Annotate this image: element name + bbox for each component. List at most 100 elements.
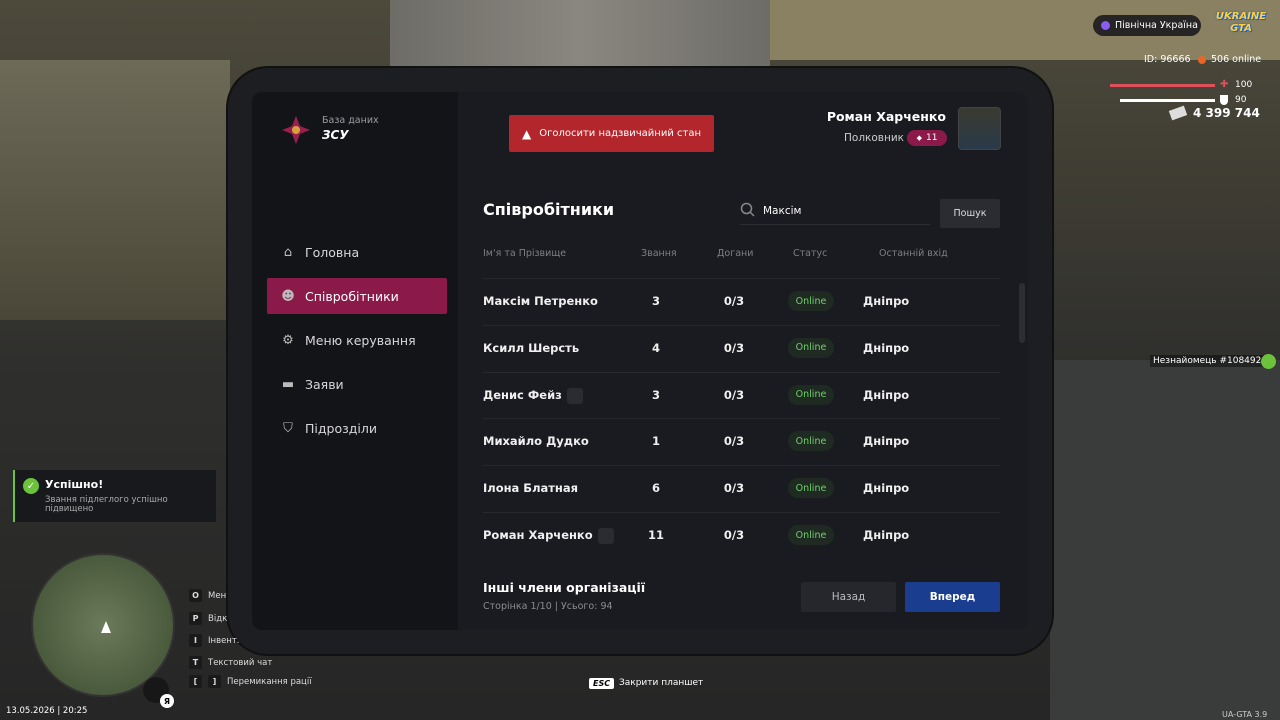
notification-title: Успішно! (45, 478, 104, 491)
page-title: Співробітники (483, 200, 615, 219)
voice-indicator (1261, 354, 1276, 369)
online-icon (1198, 56, 1206, 64)
row-separator (483, 324, 1000, 326)
online-count: 506 online (1211, 54, 1262, 65)
notification: ✓ Успішно! Звання підлеглого успішно під… (13, 470, 216, 522)
level-badge: ◆ 11 (907, 130, 947, 146)
background-building (390, 0, 770, 70)
health-bar (1110, 84, 1215, 87)
warning-icon: ▲ (521, 126, 532, 141)
nav-icon: ⚙ (282, 332, 294, 348)
emergency-label: Оголосити надзвичайний стан (539, 128, 702, 139)
search-input[interactable]: Максім (763, 205, 802, 217)
search-icon (740, 202, 755, 217)
status-pill: Online (788, 337, 834, 358)
search-button[interactable]: Пошук (940, 199, 1000, 228)
column-header: Останній вхід (879, 248, 948, 259)
key: [ (189, 675, 202, 688)
subtitle: База даних (322, 115, 379, 126)
shield-badge (597, 528, 614, 544)
employee-reprimands: 0/3 (723, 528, 745, 542)
stranger-label: Незнайомець #108492 (1150, 355, 1265, 367)
success-icon: ✓ (23, 478, 39, 494)
nav-item[interactable]: ☻ Співробітники (267, 278, 447, 314)
employee-name: Роман Харченко (483, 528, 593, 542)
row-separator (483, 512, 1000, 513)
status-pill: Online (788, 291, 834, 311)
nav-icon: ⛉ (283, 420, 293, 436)
org-emblem (282, 116, 310, 144)
version: UA-GTA 3.9 (1222, 710, 1268, 719)
key: T (189, 656, 202, 669)
user-level: 11 (925, 133, 938, 143)
level-icon: ◆ (916, 134, 922, 142)
nav-icon: ☻ (281, 288, 295, 304)
emergency-button[interactable]: ▲ Оголосити надзвичайний стан (509, 115, 714, 152)
money: 4 399 744 (1193, 106, 1260, 120)
employee-rank: 1 (651, 434, 660, 449)
employee-reprimands: 0/3 (723, 481, 745, 496)
page-info: Сторінка 1/10 | Усього: 94 (483, 601, 613, 612)
employee-last-login: Дніпро (863, 434, 910, 449)
nav-icon: ▬ (281, 376, 295, 392)
keybind-label: Відк (208, 613, 228, 624)
status-pill: Online (788, 431, 834, 452)
date-time: 13.05.2026 | 20:25 (6, 706, 88, 716)
status-pill: Online (788, 478, 834, 499)
player-id: ID: 96666 (1144, 54, 1191, 65)
armor: 90 (1235, 95, 1247, 105)
employee-name: Михайло Дудко (483, 434, 589, 449)
region-icon (1101, 21, 1110, 30)
user-name: Роман Харченко (826, 109, 946, 124)
next-button[interactable]: Вперед (905, 582, 1000, 612)
keybind-label: Інвент. (208, 635, 240, 646)
employee-rank: 3 (651, 387, 660, 402)
esc-key: ESC (589, 678, 615, 689)
avatar (958, 107, 1001, 150)
employee-rank: 4 (651, 340, 660, 355)
status-pill: Online (788, 525, 834, 545)
employee-reprimands: 0/3 (723, 340, 745, 355)
row-separator (483, 278, 1000, 279)
employee-reprimands: 0/3 (723, 434, 745, 449)
employee-reprimands: 0/3 (723, 387, 745, 402)
keybind: P Відк (189, 612, 227, 625)
nav-icon: ⌂ (283, 244, 293, 260)
minimap (31, 553, 175, 697)
employee-last-login: Дніпро (863, 340, 910, 355)
employee-rank: 11 (647, 528, 664, 542)
employee-rank: 6 (651, 481, 660, 496)
row-separator (483, 418, 1000, 420)
key: O (189, 589, 202, 602)
nav-item[interactable]: ⛉ Підрозділи (267, 410, 447, 446)
employee-reprimands: 0/3 (723, 294, 745, 308)
background-wall (770, 0, 1280, 60)
region: Північна Україна (1115, 20, 1198, 31)
esc-label: Закрити планшет (619, 678, 704, 688)
keybind-label: Мен (208, 590, 227, 601)
nav-item[interactable]: ⌂ Головна (267, 234, 447, 270)
health-icon: ✚ (1220, 79, 1229, 90)
user-rank: Полковник (844, 132, 905, 144)
scrollbar (1019, 283, 1025, 343)
nav-item[interactable]: ⚙ Меню керування (267, 322, 447, 358)
employee-last-login: Дніпро (863, 528, 910, 542)
nav-label: Меню керування (305, 332, 416, 348)
column-header: Звання (641, 248, 677, 259)
employee-name: Ілона Блатная (483, 481, 579, 496)
keybind: [] Перемикання рації (189, 675, 312, 688)
prev-button[interactable]: Назад (801, 582, 896, 612)
key: P (189, 612, 202, 625)
row-separator (483, 465, 1000, 467)
employee-last-login: Дніпро (863, 294, 910, 308)
nav-item[interactable]: ▬ Заяви (267, 366, 447, 402)
player-arrow (101, 621, 111, 633)
employee-rank: 3 (651, 294, 660, 308)
background-building (0, 60, 230, 320)
search-handle (749, 211, 755, 217)
employee-last-login: Дніпро (863, 387, 910, 402)
sidebar (252, 92, 458, 630)
employee-last-login: Дніпро (863, 481, 910, 496)
armor-icon (1220, 95, 1228, 105)
